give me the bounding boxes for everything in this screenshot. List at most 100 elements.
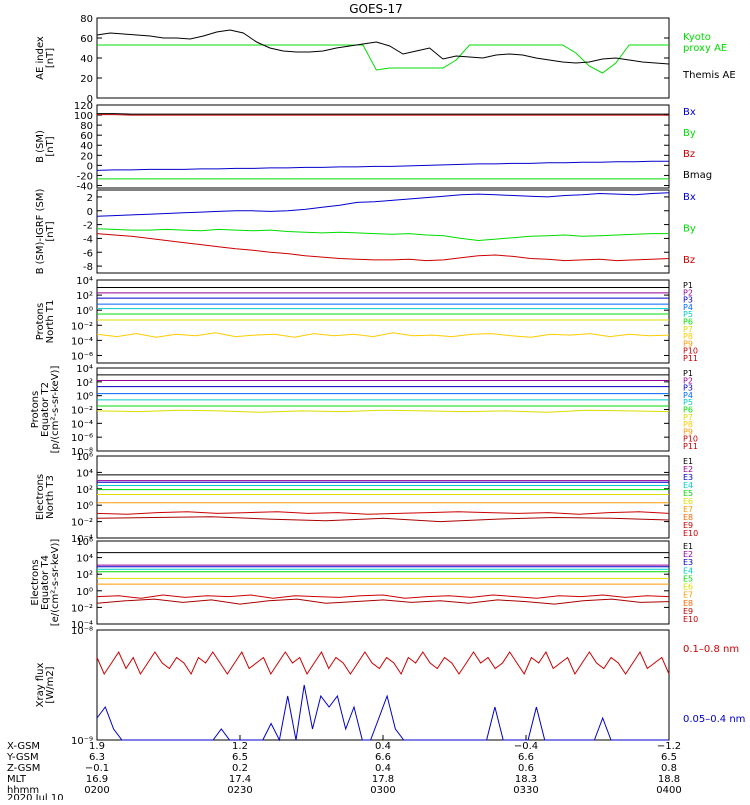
legend-item: E3 — [683, 558, 693, 567]
legend-item: 0.1–0.8 nm — [683, 644, 739, 655]
y-axis-label: Xray flux — [35, 663, 46, 708]
legend-item: E8 — [683, 513, 693, 522]
panel-frame — [96, 189, 670, 274]
series-line-Themis-AE — [96, 29, 670, 65]
y-tick-label: 10⁻⁴ — [71, 336, 93, 347]
panel-pnorth: 10⁻⁶ 10⁻⁴ 10⁻² 10⁰ 10² 10⁴ Protons North T1 P1P2… — [35, 276, 698, 364]
x-tick-label: 1.9 — [89, 741, 105, 752]
legend-item: P5 — [683, 310, 693, 319]
y-tick-label: 10⁻⁶ — [71, 351, 93, 362]
legend-item: Kyoto — [683, 32, 711, 43]
y-tick-label: 40 — [80, 141, 93, 152]
chart-title: GOES-17 — [349, 2, 403, 16]
y-axis-label: Equator T4 — [40, 555, 51, 610]
legend-item: E10 — [683, 529, 698, 538]
series-line-P7 — [96, 409, 670, 413]
y-tick-label: 10⁻⁴ — [71, 419, 93, 430]
legend-item: E6 — [683, 497, 693, 506]
legend-item: E9 — [683, 521, 693, 530]
x-tick-label: 6.5 — [232, 752, 248, 763]
y-axis-label: North T1 — [45, 300, 56, 344]
y-tick-label: 2 — [87, 193, 93, 204]
legend-item: P3 — [683, 384, 693, 393]
legend-item: E6 — [683, 583, 693, 592]
y-tick-label: -6 — [83, 248, 93, 259]
x-tick-label: −1.2 — [657, 741, 681, 752]
legend-item: Bz — [683, 255, 695, 266]
x-tick-label: 0.4 — [375, 763, 391, 774]
legend-item: E9 — [683, 607, 693, 616]
x-tick-label: 17.4 — [229, 774, 251, 785]
y-tick-label: 10⁻⁶ — [71, 433, 93, 444]
y-tick-label: 0 — [87, 207, 93, 218]
x-tick-label: 18.3 — [515, 774, 537, 785]
x-tick-label: 18.8 — [658, 774, 680, 785]
y-tick-label: 10⁻⁹ — [71, 736, 93, 747]
y-tick-label: 60 — [80, 131, 93, 142]
y-tick-label: 10² — [76, 378, 93, 389]
legend-item: E3 — [683, 473, 693, 482]
y-tick-label: 10⁻⁴ — [71, 620, 93, 631]
y-tick-label: 120 — [74, 101, 93, 112]
x-axis-row-label: X-GSM — [7, 741, 40, 752]
y-axis-label: Protons — [35, 303, 46, 340]
legend-item: P8 — [683, 420, 693, 429]
y-tick-label: -8 — [83, 262, 93, 273]
legend-item: Bx — [683, 192, 696, 203]
x-tick-label: 0.4 — [375, 741, 391, 752]
y-axis-label: [nT] — [45, 221, 56, 241]
y-tick-label: 10⁻⁸ — [71, 626, 93, 637]
legend-item: E1 — [683, 457, 693, 466]
legend-item: E8 — [683, 599, 693, 608]
y-tick-label: 10⁰ — [76, 587, 93, 598]
series-line-P8 — [96, 332, 670, 338]
panel-peq: 10⁻⁸ 10⁻⁶ 10⁻⁴ 10⁻² 10⁰ 10² 10⁴ Protons Equator … — [30, 364, 698, 458]
x-tick-label: 6.6 — [375, 752, 391, 763]
y-axis-label: B (SM) — [35, 130, 46, 163]
series-line-0-05-0-4-nm — [96, 684, 669, 742]
legend-item: E2 — [683, 550, 693, 559]
panel-frame — [96, 540, 670, 625]
y-tick-label: 10⁴ — [76, 554, 93, 565]
legend-item: P11 — [683, 354, 698, 363]
date-label: 2020 Jul 10 — [7, 793, 64, 800]
x-tick-label: 6.6 — [518, 752, 534, 763]
legend-item: P5 — [683, 398, 693, 407]
legend-item: P9 — [683, 339, 693, 348]
panel-frame — [96, 17, 670, 99]
y-axis-label: AE index — [35, 36, 46, 80]
y-tick-label: 10⁴ — [76, 364, 93, 375]
y-tick-label: -20 — [77, 171, 93, 182]
x-tick-label: 0400 — [656, 785, 681, 796]
y-axis-label: [e/(cm²-s-sr-keV)] — [50, 539, 61, 627]
y-tick-label: 10⁴ — [76, 468, 93, 479]
legend-item: E7 — [683, 591, 693, 600]
legend-item: E2 — [683, 465, 693, 474]
y-tick-label: 10⁶ — [76, 452, 93, 463]
legend-item: proxy AE — [683, 43, 727, 54]
y-tick-label: -2 — [83, 221, 93, 232]
legend-item: P3 — [683, 296, 693, 305]
y-axis-label: [nT] — [45, 48, 56, 68]
legend-item: P11 — [683, 442, 698, 451]
y-tick-label: 10⁻² — [71, 321, 93, 332]
y-tick-label: 10⁶ — [76, 537, 93, 548]
y-tick-label: 80 — [80, 14, 93, 25]
legend-item: P10 — [683, 347, 698, 356]
series-line-Bx — [96, 192, 670, 217]
y-tick-label: -4 — [83, 234, 93, 245]
series-line-E9 — [96, 598, 670, 605]
legend-item: P10 — [683, 435, 698, 444]
panel-eeq: 10⁻⁴ 10⁻² 10⁰ 10² 10⁴ 10⁶ Electrons Equator T4[… — [30, 537, 698, 631]
y-tick-label: 10⁻² — [71, 406, 93, 417]
x-tick-label: 16.9 — [86, 774, 108, 785]
panel-xray: 10⁻⁹ 10⁻⁸ Xray flux [W/m2] 0.1–0.8 nm 0.05–0.… — [35, 626, 745, 747]
legend-item: P6 — [683, 318, 693, 327]
legend-item: E5 — [683, 489, 693, 498]
